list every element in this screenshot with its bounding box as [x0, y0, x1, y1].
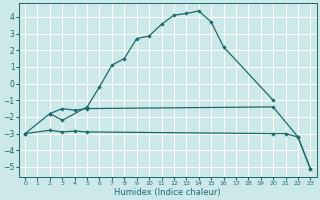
- X-axis label: Humidex (Indice chaleur): Humidex (Indice chaleur): [114, 188, 221, 197]
